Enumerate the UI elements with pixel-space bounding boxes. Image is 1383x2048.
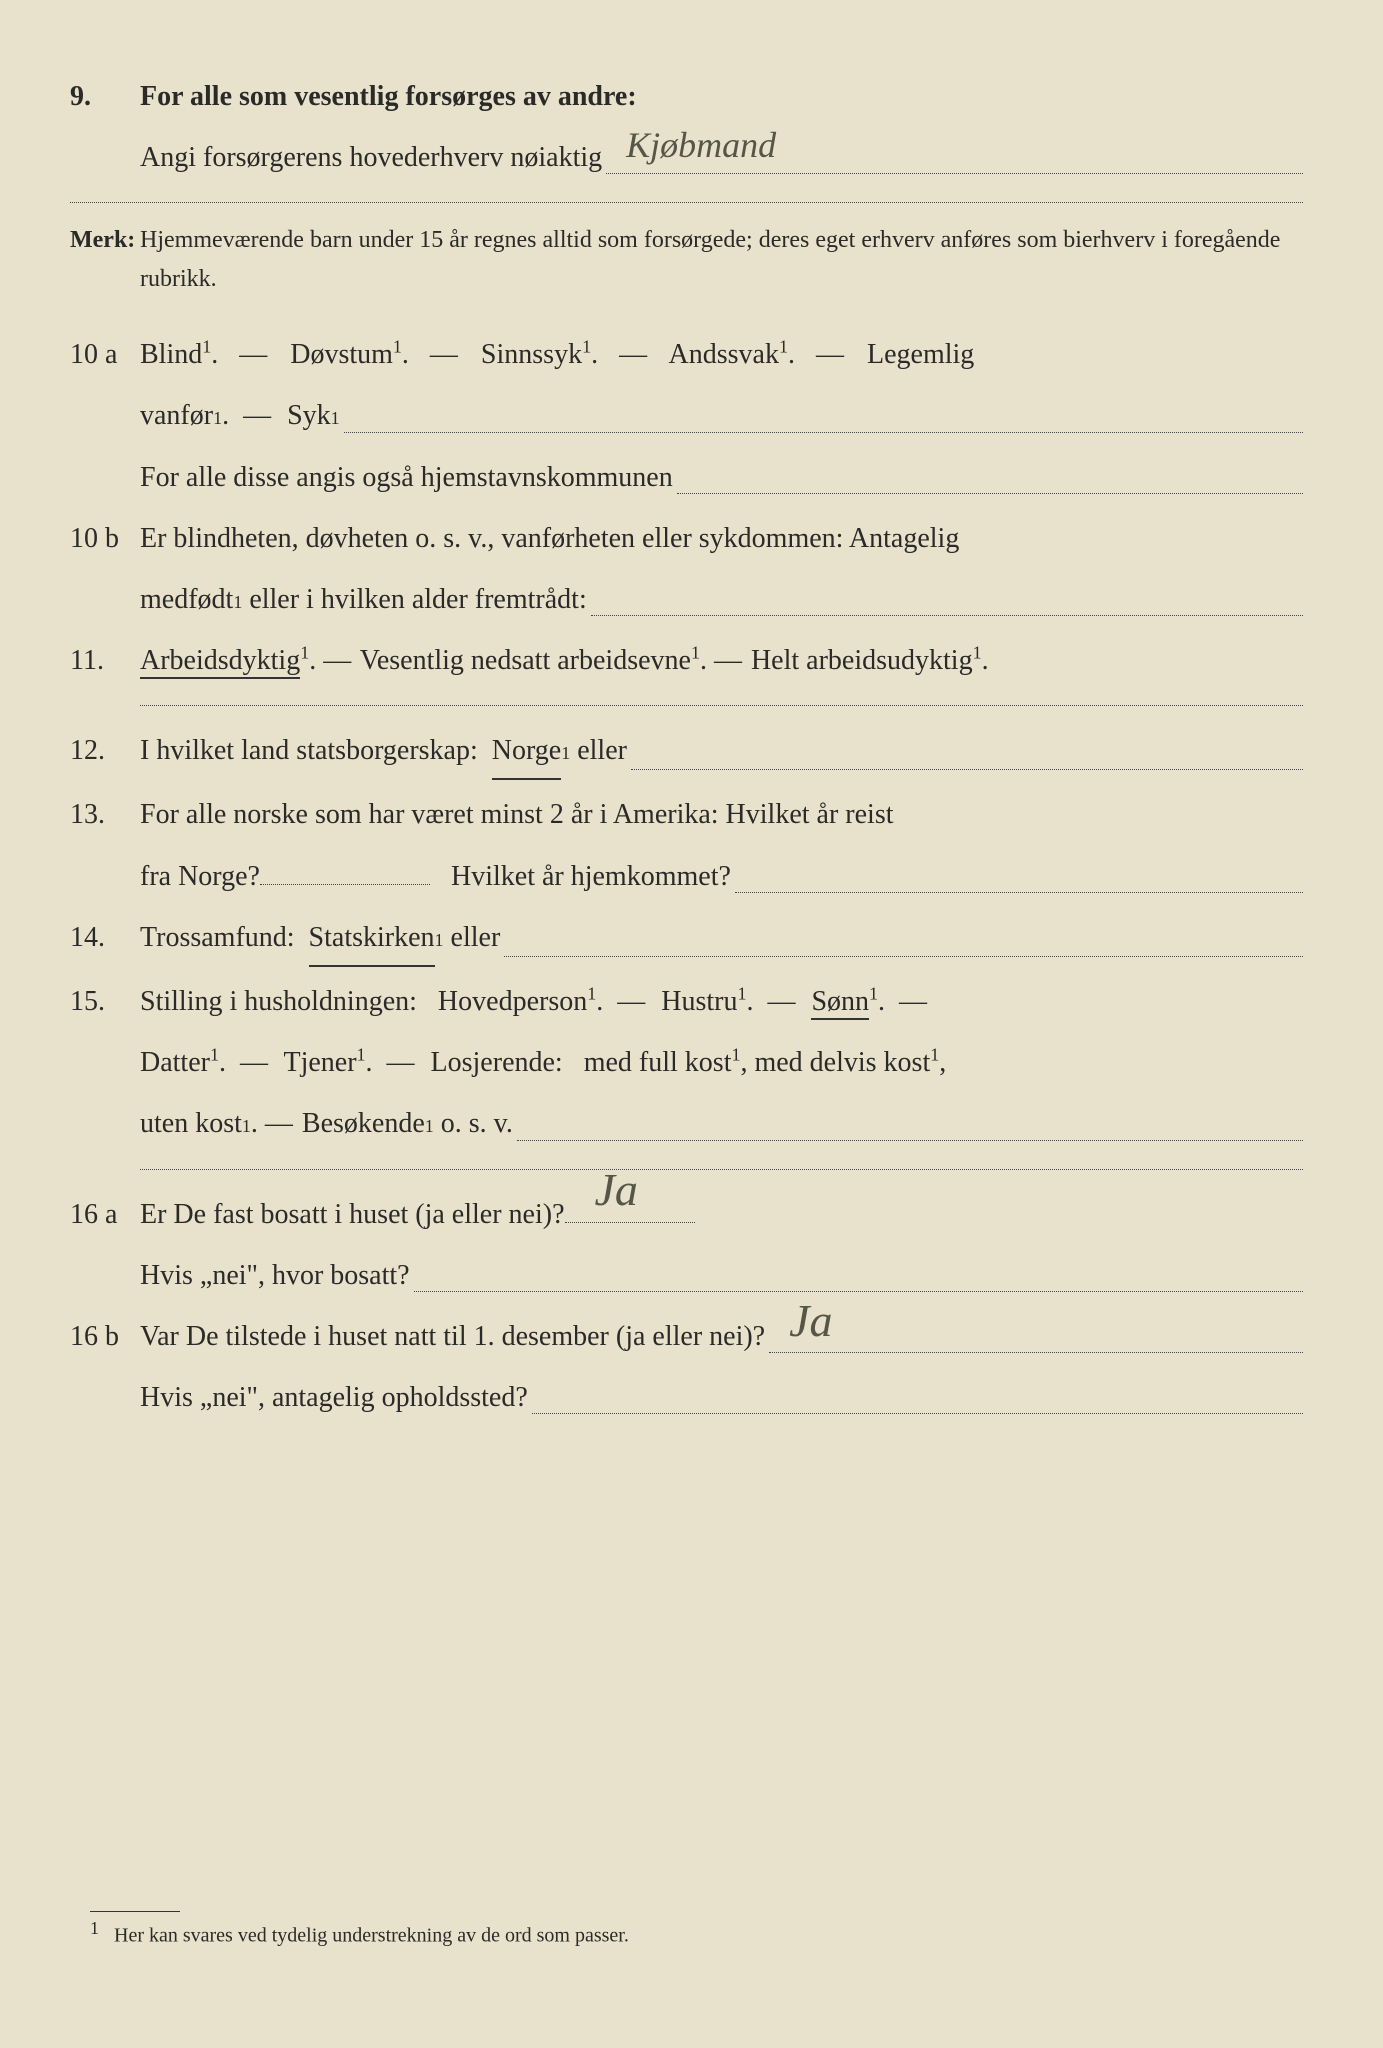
divider [140,1169,1303,1170]
q16b-answer-field: Ja [769,1352,1303,1353]
question-13: 13. For alle norske som har været minst … [70,788,1303,841]
q12-eller: eller [577,724,627,777]
divider [140,705,1303,706]
q10a-number: 10 a [70,339,140,371]
question-10a-line2: vanfør1. — Syk1 [70,389,1303,442]
q9-answer-field: Kjøbmand [606,173,1303,174]
q16b-text2: Hvis „nei", antagelig opholdssted? [140,1371,528,1424]
merk-text: Hjemmeværende barn under 15 år regnes al… [140,221,1303,298]
q10a-vanfor: vanfør [140,389,213,442]
q13-text2: fra Norge? [140,850,260,903]
q16a-text2: Hvis „nei", hvor bosatt? [140,1249,410,1302]
document-page: 9. For alle som vesentlig forsørges av a… [0,0,1383,1472]
q14-statskirken-selected: Statskirken [309,911,435,967]
q15-datter: Datter [140,1047,210,1078]
q11-opt3: Helt arbeidsudyktig [751,645,973,676]
q10b-blank [591,615,1303,616]
question-15: 15. Stilling i husholdningen: Hovedperso… [70,975,1303,1028]
question-16b: 16 b Var De tilstede i huset natt til 1.… [70,1310,1303,1363]
question-9-line: Angi forsørgerens hovederhverv nøiaktig … [70,131,1303,184]
divider [70,202,1303,203]
q15-hustru: Hustru [661,986,737,1017]
q15-blank [517,1140,1303,1141]
merk-note: Merk: Hjemmeværende barn under 15 år reg… [70,221,1303,298]
q16b-number: 16 b [70,1321,140,1353]
footnote-rule [90,1911,180,1912]
q15-losjerende: Losjerende: [431,1047,563,1078]
q10a-opt-andssvak: Andssvak [669,339,779,370]
q10a-syk: Syk [287,389,331,442]
q16a-blank [414,1291,1303,1292]
q16a-number: 16 a [70,1199,140,1231]
q14-eller: eller [451,911,501,964]
q15-utenkost: uten kost [140,1097,242,1150]
q14-number: 14. [70,922,140,954]
q10a-opt-blind: Blind [140,339,202,370]
question-10a-line3: For alle disse angis også hjemstavnskomm… [70,451,1303,504]
q15-tjener: Tjener [283,1047,356,1078]
q10b-text1: Er blindheten, døvheten o. s. v., vanfør… [140,512,1303,565]
q15-number: 15. [70,986,140,1018]
q15-sonn-selected: Sønn [811,986,869,1020]
q10a-opt-dovstum: Døvstum [290,339,393,370]
q15-delviskost: med delvis kost [754,1047,930,1078]
question-16b-line2: Hvis „nei", antagelig opholdssted? [70,1371,1303,1424]
footnote: 1 Her kan svares ved tydelig understrekn… [90,1911,629,1948]
question-10a: 10 a Blind1. — Døvstum1. — Sinnssyk1. — … [70,328,1303,381]
question-14: 14. Trossamfund: Statskirken1 eller [70,911,1303,967]
q13-text1: For alle norske som har været minst 2 år… [140,788,1303,841]
question-13-line2: fra Norge? Hvilket år hjemkommet? [70,850,1303,903]
question-15-line3: uten kost1. — Besøkende1 o. s. v. [70,1097,1303,1150]
q11-opt1-selected: Arbeidsdyktig [140,645,300,679]
question-16a-line2: Hvis „nei", hvor bosatt? [70,1249,1303,1302]
q13-text3: Hvilket år hjemkommet? [451,850,731,903]
q16a-answer-field: Ja [565,1222,695,1223]
q12-norge-selected: Norge [492,724,561,780]
q10b-text2b: eller i hvilken alder fremtrådt: [249,573,586,626]
q15-text: Stilling i husholdningen: [140,986,417,1017]
footnote-text: Her kan svares ved tydelig understreknin… [114,1925,629,1947]
merk-label: Merk: [70,227,140,254]
q16b-blank [532,1413,1303,1414]
q10a-hjemstavn: For alle disse angis også hjemstavnskomm… [140,451,673,504]
q10a-blank [344,432,1303,433]
q13-blank2 [735,892,1303,893]
q13-blank1 [260,884,430,885]
q15-fullkost: med full kost [584,1047,732,1078]
q10a-opt-legemlig: Legemlig [867,339,974,370]
q12-number: 12. [70,735,140,767]
q11-opt2: Vesentlig nedsatt arbeidsevne [360,645,691,676]
q11-number: 11. [70,645,140,677]
question-16a: 16 a Er De fast bosatt i huset (ja eller… [70,1188,1303,1241]
q9-prompt: Angi forsørgerens hovederhverv nøiaktig [140,131,602,184]
q10a-opt-sinnssyk: Sinnssyk [481,339,582,370]
q16a-text1: Er De fast bosatt i huset (ja eller nei)… [140,1188,565,1241]
q16b-text1: Var De tilstede i huset natt til 1. dese… [140,1310,765,1363]
q14-text: Trossamfund: [140,911,295,964]
q15-hovedperson: Hovedperson [438,986,587,1017]
footnote-marker: 1 [90,1918,99,1938]
question-10b-line2: medfødt1 eller i hvilken alder fremtrådt… [70,573,1303,626]
q10b-number: 10 b [70,523,140,555]
question-15-line2: Datter1. — Tjener1. — Losjerende: med fu… [70,1036,1303,1089]
question-12: 12. I hvilket land statsborgerskap: Norg… [70,724,1303,780]
q16b-answer: Ja [789,1277,832,1364]
q10a-blank2 [677,493,1303,494]
question-11: 11. Arbeidsdyktig1. — Vesentlig nedsatt … [70,634,1303,687]
q9-number: 9. [70,81,140,113]
q15-besokende: Besøkende [302,1097,425,1150]
q16a-answer: Ja [595,1146,638,1233]
q15-osv: o. s. v. [441,1097,513,1150]
q13-number: 13. [70,799,140,831]
q9-answer: Kjøbmand [626,111,776,179]
q14-blank [504,956,1303,957]
question-10b: 10 b Er blindheten, døvheten o. s. v., v… [70,512,1303,565]
q12-blank [631,769,1303,770]
q12-text: I hvilket land statsborgerskap: [140,724,478,777]
q10b-medfodt: medfødt [140,573,233,626]
